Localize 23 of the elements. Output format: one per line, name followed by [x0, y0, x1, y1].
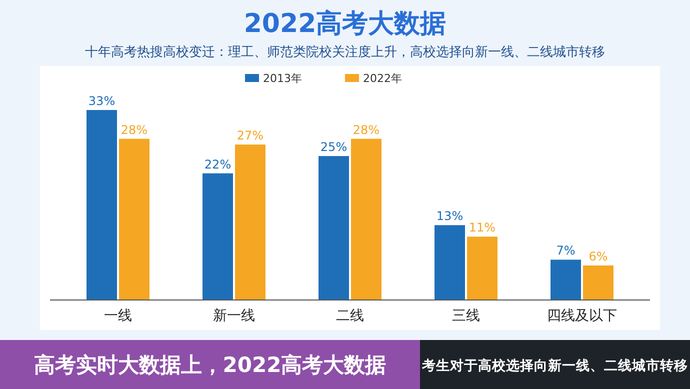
x-tick-label: 四线及以下: [547, 308, 617, 324]
data-label: 27%: [236, 128, 264, 143]
legend-label: 2022年: [363, 72, 402, 85]
x-tick-label: 三线: [452, 308, 480, 324]
x-tick-label: 一线: [104, 308, 132, 324]
data-label: 28%: [352, 122, 380, 137]
legend-item: 2013年: [245, 72, 302, 85]
data-label: 11%: [468, 220, 496, 235]
data-label: 13%: [436, 209, 464, 224]
text: 考生对于高校选择向新一线、二线城市转移: [421, 357, 688, 374]
data-label: 22%: [204, 157, 232, 172]
data-label: 33%: [88, 94, 116, 108]
legend-item: 2022年: [345, 72, 402, 85]
chart-subtitle: 十年高考热搜高校变迁：理工、师范类院校关注度上升，高校选择向新一线、二线城市转移: [85, 44, 605, 60]
text: 高考实时大数据上，2022高考大数据: [34, 353, 386, 377]
data-label: 6%: [588, 249, 608, 264]
chart-title: 2022高考大数据: [244, 9, 446, 39]
data-label: 7%: [556, 244, 576, 258]
data-label: 25%: [320, 140, 348, 154]
x-tick-label: 二线: [336, 308, 364, 324]
x-tick-label: 新一线: [213, 308, 255, 324]
data-label: 28%: [120, 122, 148, 137]
legend-label: 2013年: [263, 72, 302, 85]
